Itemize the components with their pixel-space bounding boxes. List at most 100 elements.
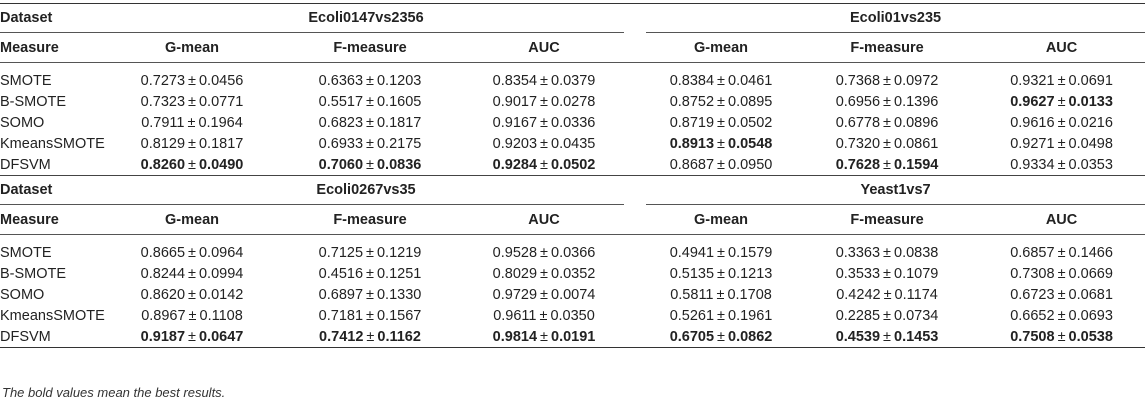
- metric-std: 0.0498: [1068, 135, 1113, 152]
- metric-std: 0.0216: [1068, 114, 1113, 131]
- plus-minus-sign: ±: [366, 265, 374, 282]
- metric-std: 0.0669: [1068, 265, 1113, 282]
- plus-minus-sign: ±: [1057, 156, 1066, 173]
- metric-std: 0.0693: [1068, 307, 1113, 324]
- metric-mean: 0.9271: [1010, 135, 1055, 152]
- metric-mean: 0.6652: [1010, 307, 1055, 324]
- metric-cell: 0.6363 ±0.1203: [276, 70, 464, 91]
- table-row: SMOTE 0.7273 ±0.0456 0.6363 ±0.1203 0.8354 ±0.…: [0, 70, 1145, 91]
- plus-minus-sign: ±: [366, 135, 374, 152]
- metric-mean: 0.4516: [318, 265, 364, 282]
- metric-mean: 0.7273: [140, 72, 186, 89]
- metric-cell: 0.2285 ±0.0734: [796, 305, 978, 326]
- metric-cell: 0.8913 ±0.0548: [646, 133, 796, 154]
- plus-minus-sign: ±: [883, 156, 892, 173]
- metric-mean: 0.5261: [669, 307, 715, 324]
- metric-std: 0.2175: [376, 135, 422, 152]
- metric-cell: 0.9814 ±0.0191: [464, 326, 625, 348]
- method-name: KmeansSMOTE: [0, 135, 105, 152]
- plus-minus-sign: ±: [717, 135, 726, 152]
- metric-cell: 0.9203 ±0.0435: [464, 133, 624, 154]
- metric-cell: 0.8620 ±0.0142: [108, 284, 276, 305]
- plus-minus-sign: ±: [188, 307, 197, 324]
- plus-minus-sign: ±: [883, 93, 892, 110]
- metric-mean: 0.2285: [835, 307, 881, 324]
- metric-mean: 0.7323: [140, 93, 186, 110]
- metric-cell: 0.8665 ±0.0964: [108, 242, 276, 263]
- plus-minus-sign: ±: [366, 286, 374, 303]
- method-name: DFSVM: [0, 326, 108, 348]
- metric-mean: 0.7911: [141, 114, 185, 131]
- measure-column-header: F-measure: [850, 211, 924, 228]
- plus-minus-sign: ±: [717, 72, 726, 89]
- plus-minus-sign: ±: [188, 72, 196, 89]
- plus-minus-sign: ±: [188, 244, 196, 261]
- table-row: DFSVM 0.9187 ±0.0647 0.7412 ±0.1162 0.9814 ±0.…: [0, 326, 1145, 348]
- method-name: B-SMOTE: [0, 93, 67, 110]
- table-row: B-SMOTE 0.8244 ±0.0994 0.4516 ±0.1251 0.8029 ±…: [0, 263, 1145, 284]
- plus-minus-sign: ±: [188, 156, 196, 173]
- dataset-label: Dataset: [0, 175, 108, 205]
- plus-minus-sign: ±: [366, 328, 375, 345]
- plus-minus-sign: ±: [366, 307, 374, 324]
- plus-minus-sign: ±: [883, 244, 892, 261]
- metric-mean: 0.4539: [835, 328, 881, 345]
- metric-mean: 0.9321: [1010, 72, 1055, 89]
- metric-mean: 0.9611: [493, 307, 537, 324]
- metric-std: 0.0336: [551, 114, 596, 131]
- metric-cell: 0.7308 ±0.0669: [978, 263, 1145, 284]
- metric-std: 0.1174: [894, 286, 938, 303]
- metric-cell: 0.6823 ±0.1817: [276, 112, 464, 133]
- plus-minus-sign: ±: [1057, 265, 1066, 282]
- plus-minus-sign: ±: [883, 265, 892, 282]
- plus-minus-sign: ±: [188, 265, 196, 282]
- measure-column-header: G-mean: [694, 211, 749, 228]
- plus-minus-sign: ±: [540, 244, 548, 261]
- metric-std: 0.0771: [198, 93, 244, 110]
- metric-std: 0.0734: [894, 307, 939, 324]
- metric-std: 0.0461: [728, 72, 773, 89]
- metric-cell: 0.6933 ±0.2175: [276, 133, 464, 154]
- method-name: SOMO: [0, 114, 45, 131]
- metric-std: 0.1594: [894, 156, 939, 173]
- measure-column-header: G-mean: [694, 39, 749, 56]
- metric-mean: 0.9167: [492, 114, 538, 131]
- metric-cell: 0.7320 ±0.0861: [796, 133, 978, 154]
- metric-mean: 0.7308: [1010, 265, 1055, 282]
- metric-cell: 0.6778 ±0.0896: [796, 112, 978, 133]
- measure-label: Measure: [0, 32, 108, 63]
- metric-std: 0.0490: [198, 156, 244, 173]
- metric-mean: 0.8129: [140, 135, 186, 152]
- plus-minus-sign: ±: [1057, 328, 1066, 345]
- metric-mean: 0.3533: [835, 265, 881, 282]
- table-row: SOMO 0.8620 ±0.0142 0.6897 ±0.1330 0.9729 ±0.0…: [0, 284, 1145, 305]
- metric-cell: 0.9528 ±0.0366: [464, 242, 624, 263]
- metric-std: 0.1708: [727, 286, 772, 303]
- metric-std: 0.1817: [376, 114, 422, 131]
- plus-minus-sign: ±: [188, 135, 196, 152]
- metric-cell: 0.7508 ±0.0538: [978, 326, 1145, 348]
- metric-cell: 0.5135 ±0.1213: [646, 263, 796, 284]
- metric-std: 0.0862: [728, 328, 773, 345]
- plus-minus-sign: ±: [1057, 307, 1066, 324]
- measure-column-header: AUC: [1045, 39, 1078, 56]
- dataset-header-row: Dataset Ecoli0267vs35 Yeast1vs7: [0, 175, 1145, 205]
- plus-minus-sign: ±: [1057, 244, 1066, 261]
- metric-std: 0.1396: [894, 93, 939, 110]
- plus-minus-sign: ±: [540, 93, 548, 110]
- metric-std: 0.0538: [1068, 328, 1113, 345]
- plus-minus-sign: ±: [540, 72, 548, 89]
- metric-mean: 0.6723: [1010, 286, 1055, 303]
- metric-cell: 0.8244 ±0.0994: [108, 263, 276, 284]
- metric-cell: 0.4941 ±0.1579: [646, 242, 796, 263]
- plus-minus-sign: ±: [188, 286, 196, 303]
- metric-cell: 0.8752 ±0.0895: [646, 91, 796, 112]
- table-row: KmeansSMOTE 0.8129 ±0.1817 0.6933 ±0.2175 0.9…: [0, 133, 1145, 154]
- metric-std: 0.1453: [894, 328, 939, 345]
- measure-column-header: F-measure: [333, 211, 407, 228]
- metric-std: 0.0895: [728, 93, 773, 110]
- metric-std: 0.0502: [728, 114, 773, 131]
- metric-std: 0.1330: [376, 286, 422, 303]
- plus-minus-sign: ±: [540, 114, 548, 131]
- table-row: DFSVM 0.8260 ±0.0490 0.7060 ±0.0836 0.9284 ±0.…: [0, 154, 1145, 176]
